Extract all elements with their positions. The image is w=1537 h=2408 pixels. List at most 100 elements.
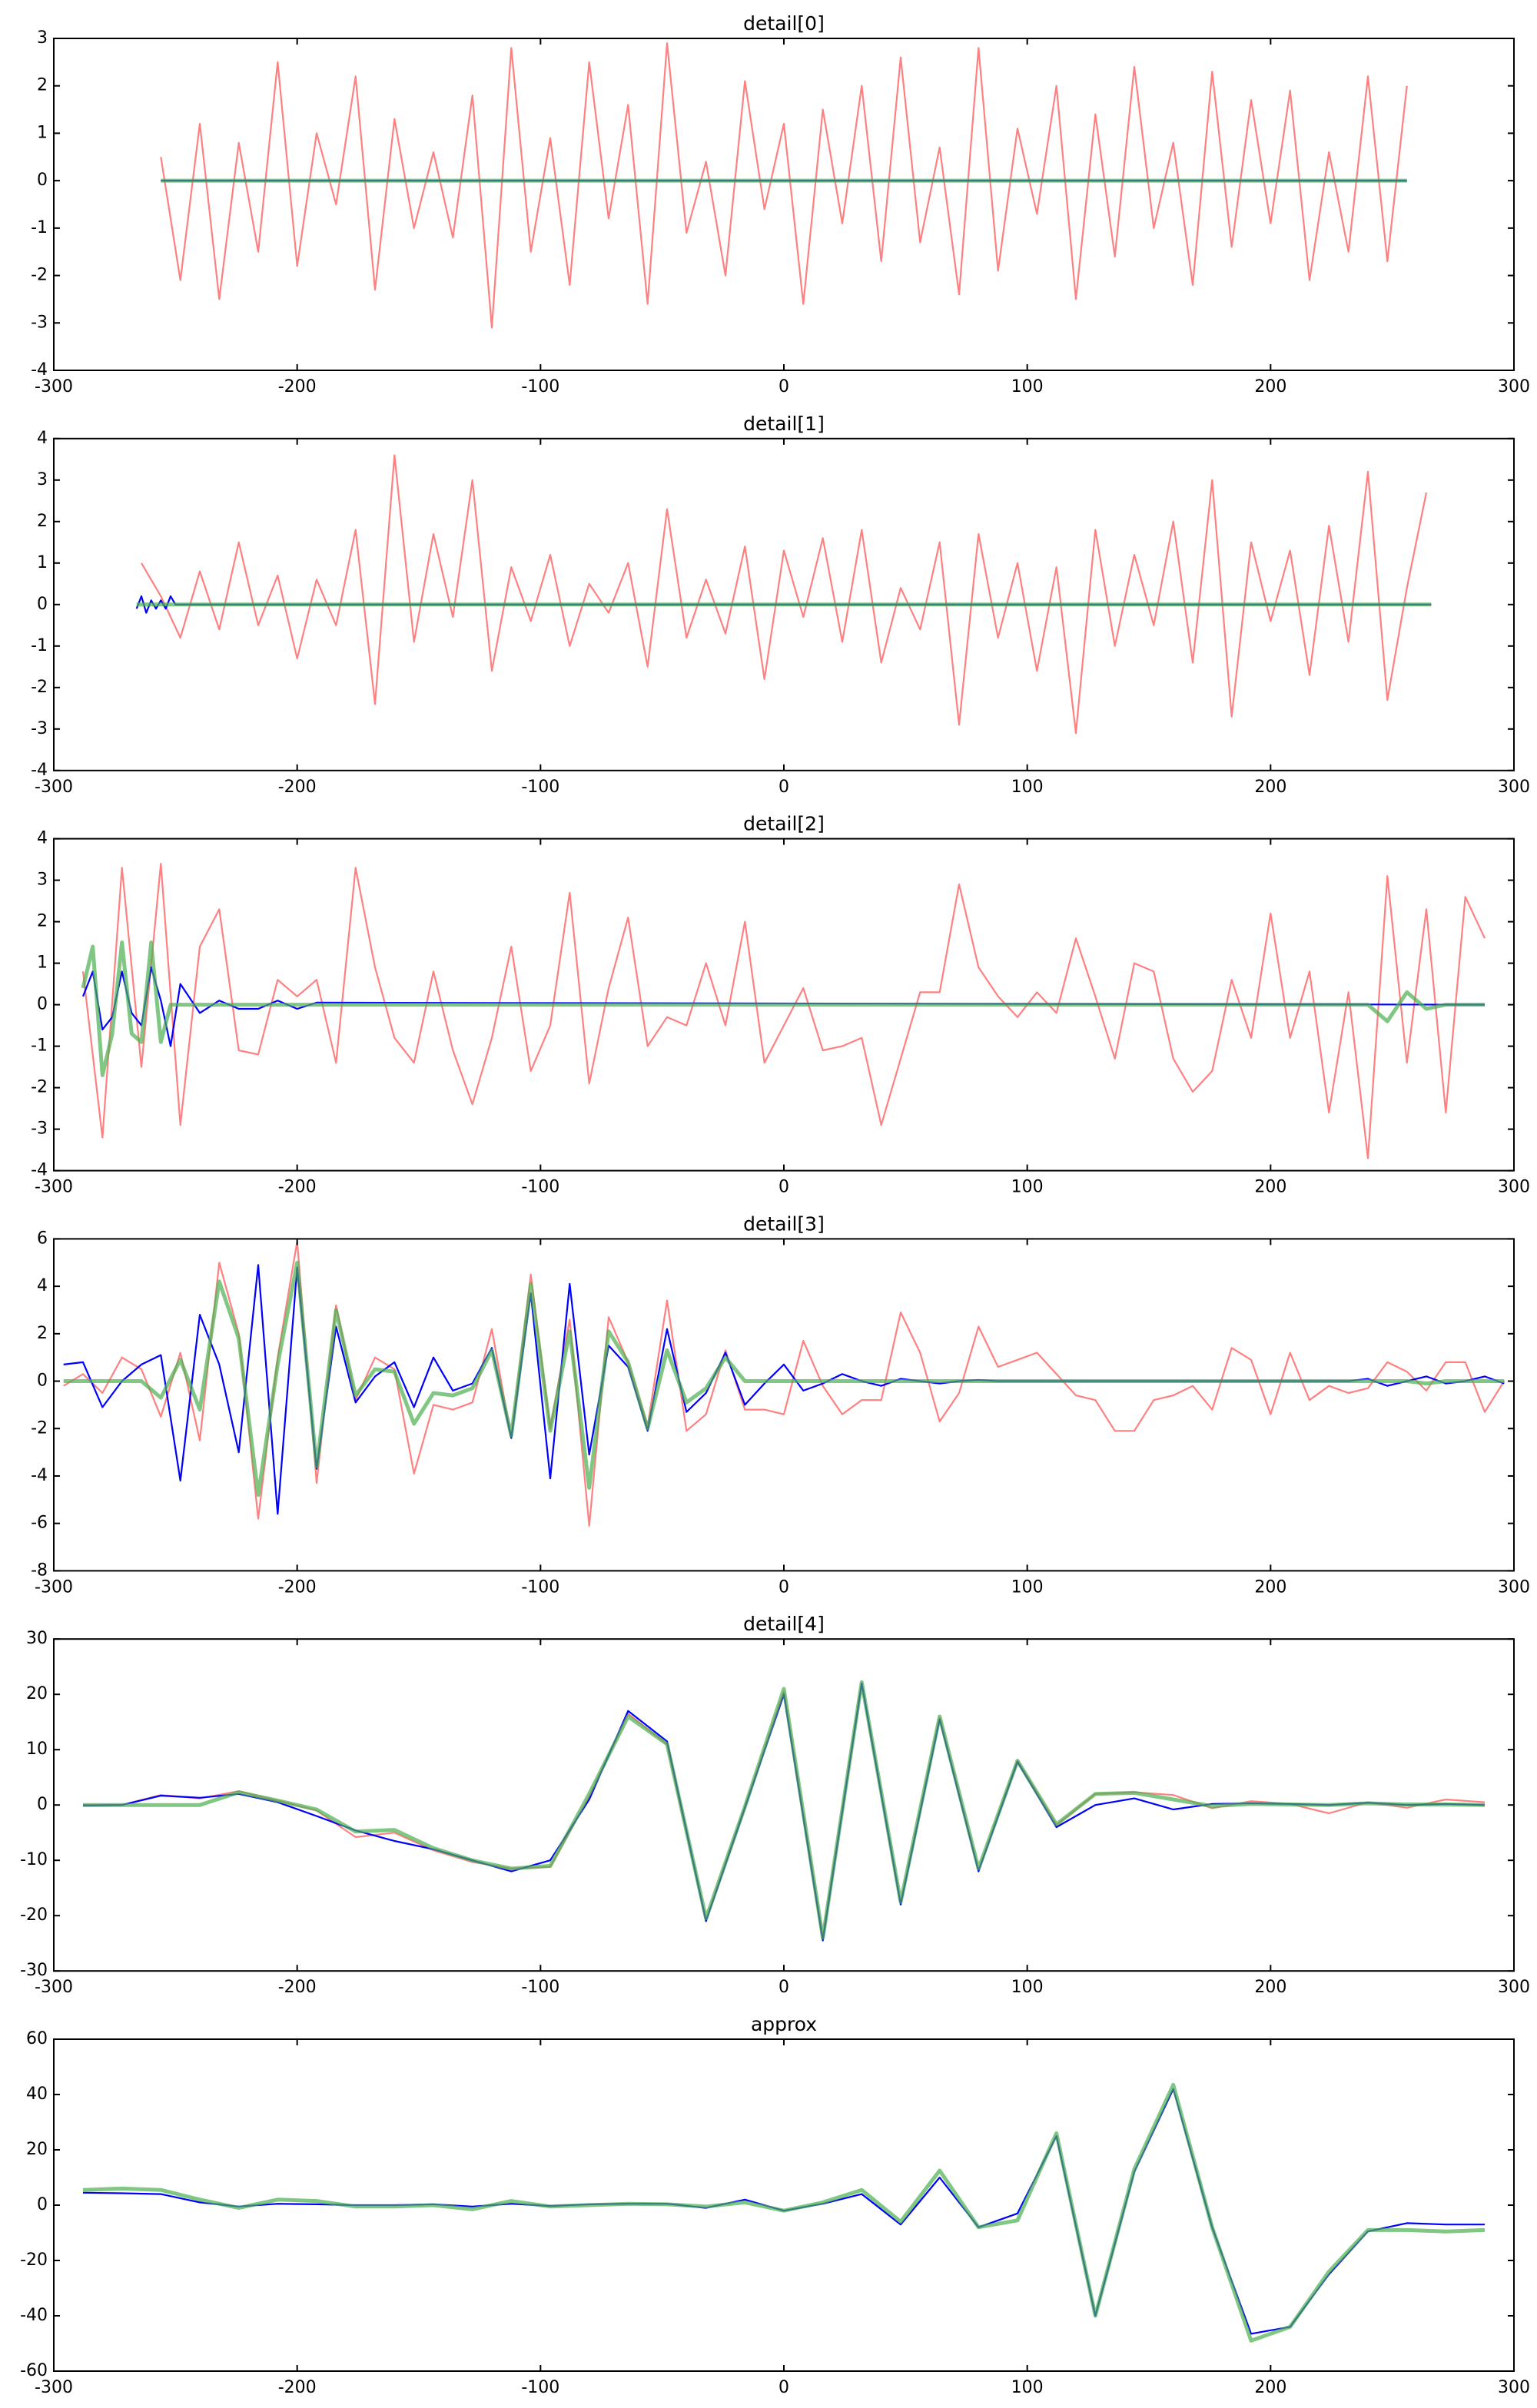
x-tick-label: 300	[1498, 1577, 1530, 1597]
x-tick-label: 300	[1498, 1178, 1530, 1197]
subplot: detail[3] -300 -200 -100 0 100 200 300 -8 -6 -4 -2 0…	[31, 1212, 1530, 1597]
x-tick-label: 100	[1011, 1577, 1044, 1597]
y-tick-label: -3	[31, 719, 48, 738]
y-tick-label: 2	[37, 1324, 48, 1343]
y-tick-label: -1	[31, 218, 48, 237]
subplot-title: detail[3]	[743, 1212, 825, 1235]
x-tick-label: 200	[1254, 1178, 1286, 1197]
y-tick-label: -4	[31, 1466, 48, 1485]
x-tick-label: 200	[1254, 1978, 1286, 1997]
x-tick-label: -100	[521, 1178, 559, 1197]
series-line	[141, 454, 1428, 735]
x-tick-label: -200	[278, 1577, 317, 1597]
subplot: approx-300 -200 -100 0 100 200 300-60-40-20020…	[20, 2013, 1530, 2397]
y-tick-label: -20	[20, 2250, 48, 2270]
x-tick-label: -300	[35, 778, 73, 797]
x-tick-label: 100	[1011, 377, 1044, 396]
x-tick-label: 100	[1011, 778, 1044, 797]
x-tick-label: -100	[521, 377, 559, 396]
y-tick-label: -1	[31, 636, 48, 655]
x-tick-label: -300	[35, 377, 73, 396]
y-tick-label: 3	[37, 28, 48, 48]
series-line	[82, 1682, 1486, 1942]
axes-frame	[53, 38, 1515, 371]
x-tick-label: 300	[1498, 377, 1530, 396]
x-tick-label: 200	[1254, 1577, 1286, 1597]
x-tick-label: 300	[1498, 1978, 1530, 1997]
y-tick-label: 4	[37, 829, 48, 848]
y-tick-label: 1	[37, 553, 48, 572]
x-tick-label: -100	[521, 1978, 559, 1997]
y-tick-label: 2	[37, 912, 48, 931]
x-tick-label: 100	[1011, 1978, 1044, 1997]
series-line	[81, 940, 1485, 1077]
series-line	[83, 1680, 1486, 1940]
subplot: detail[2] -300 -200 -100 0 100 200 300 -4 -3 -2 -1 0…	[31, 813, 1530, 1197]
y-tick-label: -20	[20, 1906, 48, 1925]
y-tick-label: -3	[31, 1119, 48, 1139]
x-tick-label: 0	[778, 1577, 789, 1597]
series-line	[81, 966, 1486, 1047]
y-tick-label: 0	[37, 2195, 48, 2214]
series-line	[83, 1682, 1486, 1939]
y-tick-label: -2	[31, 1418, 48, 1438]
x-tick-label: 100	[1011, 2378, 1044, 2397]
y-tick-label: -2	[31, 1078, 48, 1097]
series-line	[81, 862, 1486, 1159]
y-tick-label: 40	[26, 2085, 48, 2104]
x-tick-label: -300	[35, 1577, 73, 1597]
y-tick-label: 0	[37, 171, 48, 190]
y-tick-label: -8	[31, 1561, 48, 1580]
y-tick-label: 4	[37, 1276, 48, 1295]
y-tick-label: 0	[37, 995, 48, 1014]
y-tick-label: -40	[20, 2306, 48, 2325]
x-tick-label: -200	[278, 377, 317, 396]
x-tick-label: 300	[1498, 2378, 1530, 2397]
subplot-title: detail[4]	[743, 1613, 825, 1635]
subplot-title: approx	[751, 2013, 817, 2035]
x-tick-label: 100	[1011, 1178, 1044, 1197]
x-tick-label: -100	[521, 778, 559, 797]
subplot-title: detail[1]	[743, 413, 825, 435]
y-tick-label: -2	[31, 678, 48, 697]
y-tick-label: -60	[20, 2361, 48, 2380]
y-tick-label: 30	[26, 1629, 48, 1648]
x-tick-label: 0	[778, 2378, 789, 2397]
x-tick-label: -300	[35, 1178, 73, 1197]
series-line	[63, 1260, 1505, 1498]
y-tick-label: -30	[20, 1961, 48, 1980]
y-tick-label: 20	[26, 2140, 48, 2159]
y-tick-label: 6	[37, 1229, 48, 1248]
subplot-title: detail[2]	[743, 813, 825, 835]
x-tick-label: 200	[1254, 377, 1286, 396]
y-tick-label: 0	[37, 595, 48, 614]
subplot-title: detail[0]	[743, 12, 825, 35]
x-tick-label: -300	[35, 1978, 73, 1997]
y-tick-label: 4	[37, 429, 48, 448]
y-tick-label: 1	[37, 123, 48, 142]
y-tick-label: 3	[37, 470, 48, 489]
x-tick-label: -100	[521, 1577, 559, 1597]
y-tick-label: -2	[31, 266, 48, 285]
y-tick-label: 2	[37, 512, 48, 531]
subplot: detail[1] -300 -200 -100 0 100 200 300 -4 -3 -2 -1 0…	[31, 413, 1530, 797]
x-tick-label: 0	[778, 1978, 789, 1997]
y-tick-label: -1	[31, 1037, 48, 1056]
x-tick-label: -200	[278, 1978, 317, 1997]
y-tick-label: 60	[26, 2029, 48, 2048]
y-tick-label: -10	[20, 1850, 48, 1869]
x-tick-label: 0	[778, 377, 789, 396]
subplot: detail[4]-300 -200 -100 0 100 200 300-30-20-10…	[20, 1613, 1530, 1997]
subplot: detail[0] -300 -200 -100 0 100 200 300 -4 -3 -2 -1 0…	[31, 12, 1530, 396]
x-tick-label: 200	[1254, 2378, 1286, 2397]
series-line	[160, 42, 1408, 329]
series-line	[82, 2082, 1486, 2343]
series-line	[63, 1264, 1505, 1515]
x-tick-label: -100	[521, 2378, 559, 2397]
x-tick-label: 0	[778, 1178, 789, 1197]
y-tick-label: -6	[31, 1514, 48, 1533]
x-tick-label: 300	[1498, 778, 1530, 797]
y-tick-label: 0	[37, 1795, 48, 1814]
x-tick-label: 200	[1254, 778, 1286, 797]
